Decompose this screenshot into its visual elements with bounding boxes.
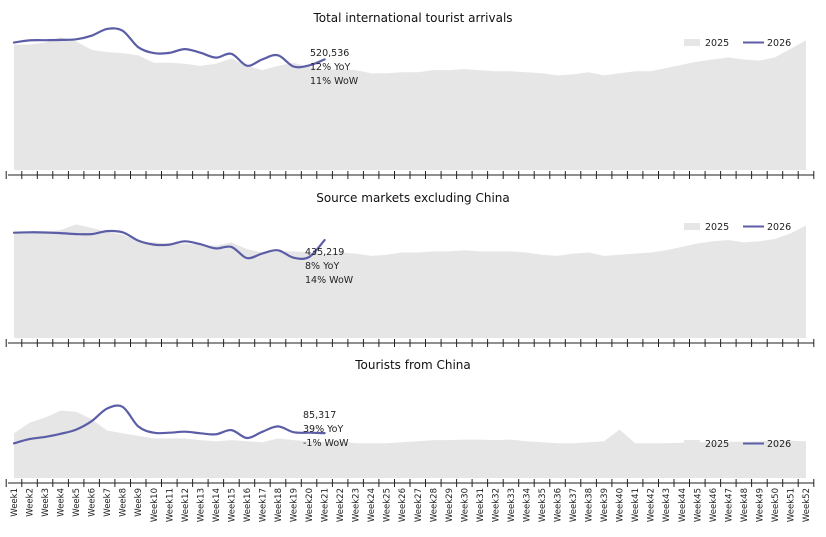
- annotation-line: 11% WoW: [310, 76, 359, 87]
- x-tick-label: Week39: [600, 488, 610, 522]
- annotation-line: 39% YoY: [303, 424, 343, 435]
- x-tick-label: Week20: [305, 488, 315, 522]
- x-tick-label: Week12: [181, 488, 191, 522]
- x-tick-label: Week14: [212, 488, 222, 522]
- x-tick-label: Week31: [476, 488, 486, 522]
- x-tick-label: Week7: [103, 488, 113, 517]
- x-tick-label: Week1: [10, 488, 20, 517]
- x-tick-label: Week50: [771, 488, 781, 522]
- x-tick-label: Week32: [491, 488, 501, 522]
- panel-title: Total international tourist arrivals: [312, 11, 512, 25]
- x-tick-label: Week5: [72, 488, 82, 517]
- x-tick-label: Week16: [243, 488, 253, 522]
- x-tick-label: Week33: [507, 488, 517, 522]
- x-tick-label: Week49: [755, 488, 765, 522]
- panel-3: Tourists from China 85,317 39% YoY -1% WoW 2…: [5, 358, 815, 487]
- x-tick-label: Week38: [585, 488, 595, 522]
- annotation-line: -1% WoW: [303, 438, 349, 449]
- legend-label-2026: 2026: [767, 38, 791, 49]
- panel-2: Source markets excluding China 435,219 8% …: [5, 191, 815, 347]
- x-tick-label: Week24: [367, 488, 377, 522]
- x-tick-label: Week19: [290, 488, 300, 522]
- x-tick-label: Week11: [165, 488, 175, 522]
- x-tick-label: Week4: [57, 488, 67, 517]
- series-area-2025: [14, 37, 806, 171]
- x-tick-label: Week34: [523, 488, 533, 522]
- series-line-2026: [12, 404, 326, 445]
- legend-label-2026: 2026: [767, 439, 791, 450]
- x-tick-label: Week44: [678, 488, 688, 522]
- x-tick-label: Week22: [336, 488, 346, 522]
- annotation-line: 8% YoY: [305, 261, 339, 272]
- x-tick-label: Week28: [429, 488, 439, 522]
- x-tick-label: Week48: [740, 488, 750, 522]
- x-tick-label: Week26: [398, 488, 408, 522]
- legend-label-2025: 2025: [705, 222, 729, 233]
- panel-title: Tourists from China: [354, 358, 471, 372]
- annotation-line: 435,219: [305, 247, 344, 258]
- legend-swatch-2025: [684, 39, 700, 46]
- annotation-line: 520,536: [310, 48, 349, 59]
- annotation-line: 14% WoW: [305, 275, 354, 286]
- x-tick-label: Week30: [460, 488, 470, 522]
- legend-swatch-2025: [684, 223, 700, 230]
- x-tick-label: Week46: [709, 488, 719, 522]
- x-tick-label: Week10: [150, 488, 160, 522]
- x-tick-label: Week45: [693, 488, 703, 522]
- annotation-line: 85,317: [303, 410, 336, 421]
- x-tick-label: Week51: [787, 488, 797, 522]
- series-line-2026: [12, 229, 326, 260]
- x-tick-label: Week17: [259, 488, 269, 522]
- x-tick-label: Week36: [554, 488, 564, 522]
- x-tick-label: Week40: [616, 488, 626, 522]
- legend-label-2025: 2025: [705, 38, 729, 49]
- x-tick-label: Week23: [352, 488, 362, 522]
- series-area-2025: [14, 410, 806, 478]
- panel-1: Total international tourist arrivals 520,…: [5, 11, 815, 179]
- x-tick-label: Week52: [802, 488, 812, 522]
- x-tick-label: Week3: [41, 488, 51, 517]
- legend-label-2026: 2026: [767, 222, 791, 233]
- x-tick-label: Week42: [647, 488, 657, 522]
- x-tick-label: Week25: [383, 488, 393, 522]
- x-tick-label: Week47: [724, 488, 734, 522]
- x-tick-label: Week35: [538, 488, 548, 522]
- x-tick-label: Week37: [569, 488, 579, 522]
- series-area-2025: [14, 224, 806, 338]
- x-tick-label: Week21: [321, 488, 331, 522]
- x-tick-label: Week9: [134, 488, 144, 517]
- x-tick-label: Week41: [631, 488, 641, 522]
- x-tick-label: Week8: [119, 488, 129, 517]
- x-tick-label: Week29: [445, 488, 455, 522]
- series-line-2026: [12, 27, 326, 69]
- x-tick-label: Week6: [88, 488, 98, 517]
- panel-title: Source markets excluding China: [316, 191, 510, 205]
- x-tick-label: Week43: [662, 488, 672, 522]
- annotation-line: 12% YoY: [310, 62, 350, 73]
- legend-swatch-2025: [684, 440, 700, 447]
- x-tick-label: Week13: [196, 488, 206, 522]
- x-tick-label: Week18: [274, 488, 284, 522]
- x-tick-label: Week2: [26, 488, 36, 517]
- x-tick-label: Week27: [414, 488, 424, 522]
- legend-label-2025: 2025: [705, 439, 729, 450]
- x-tick-label: Week15: [227, 488, 237, 522]
